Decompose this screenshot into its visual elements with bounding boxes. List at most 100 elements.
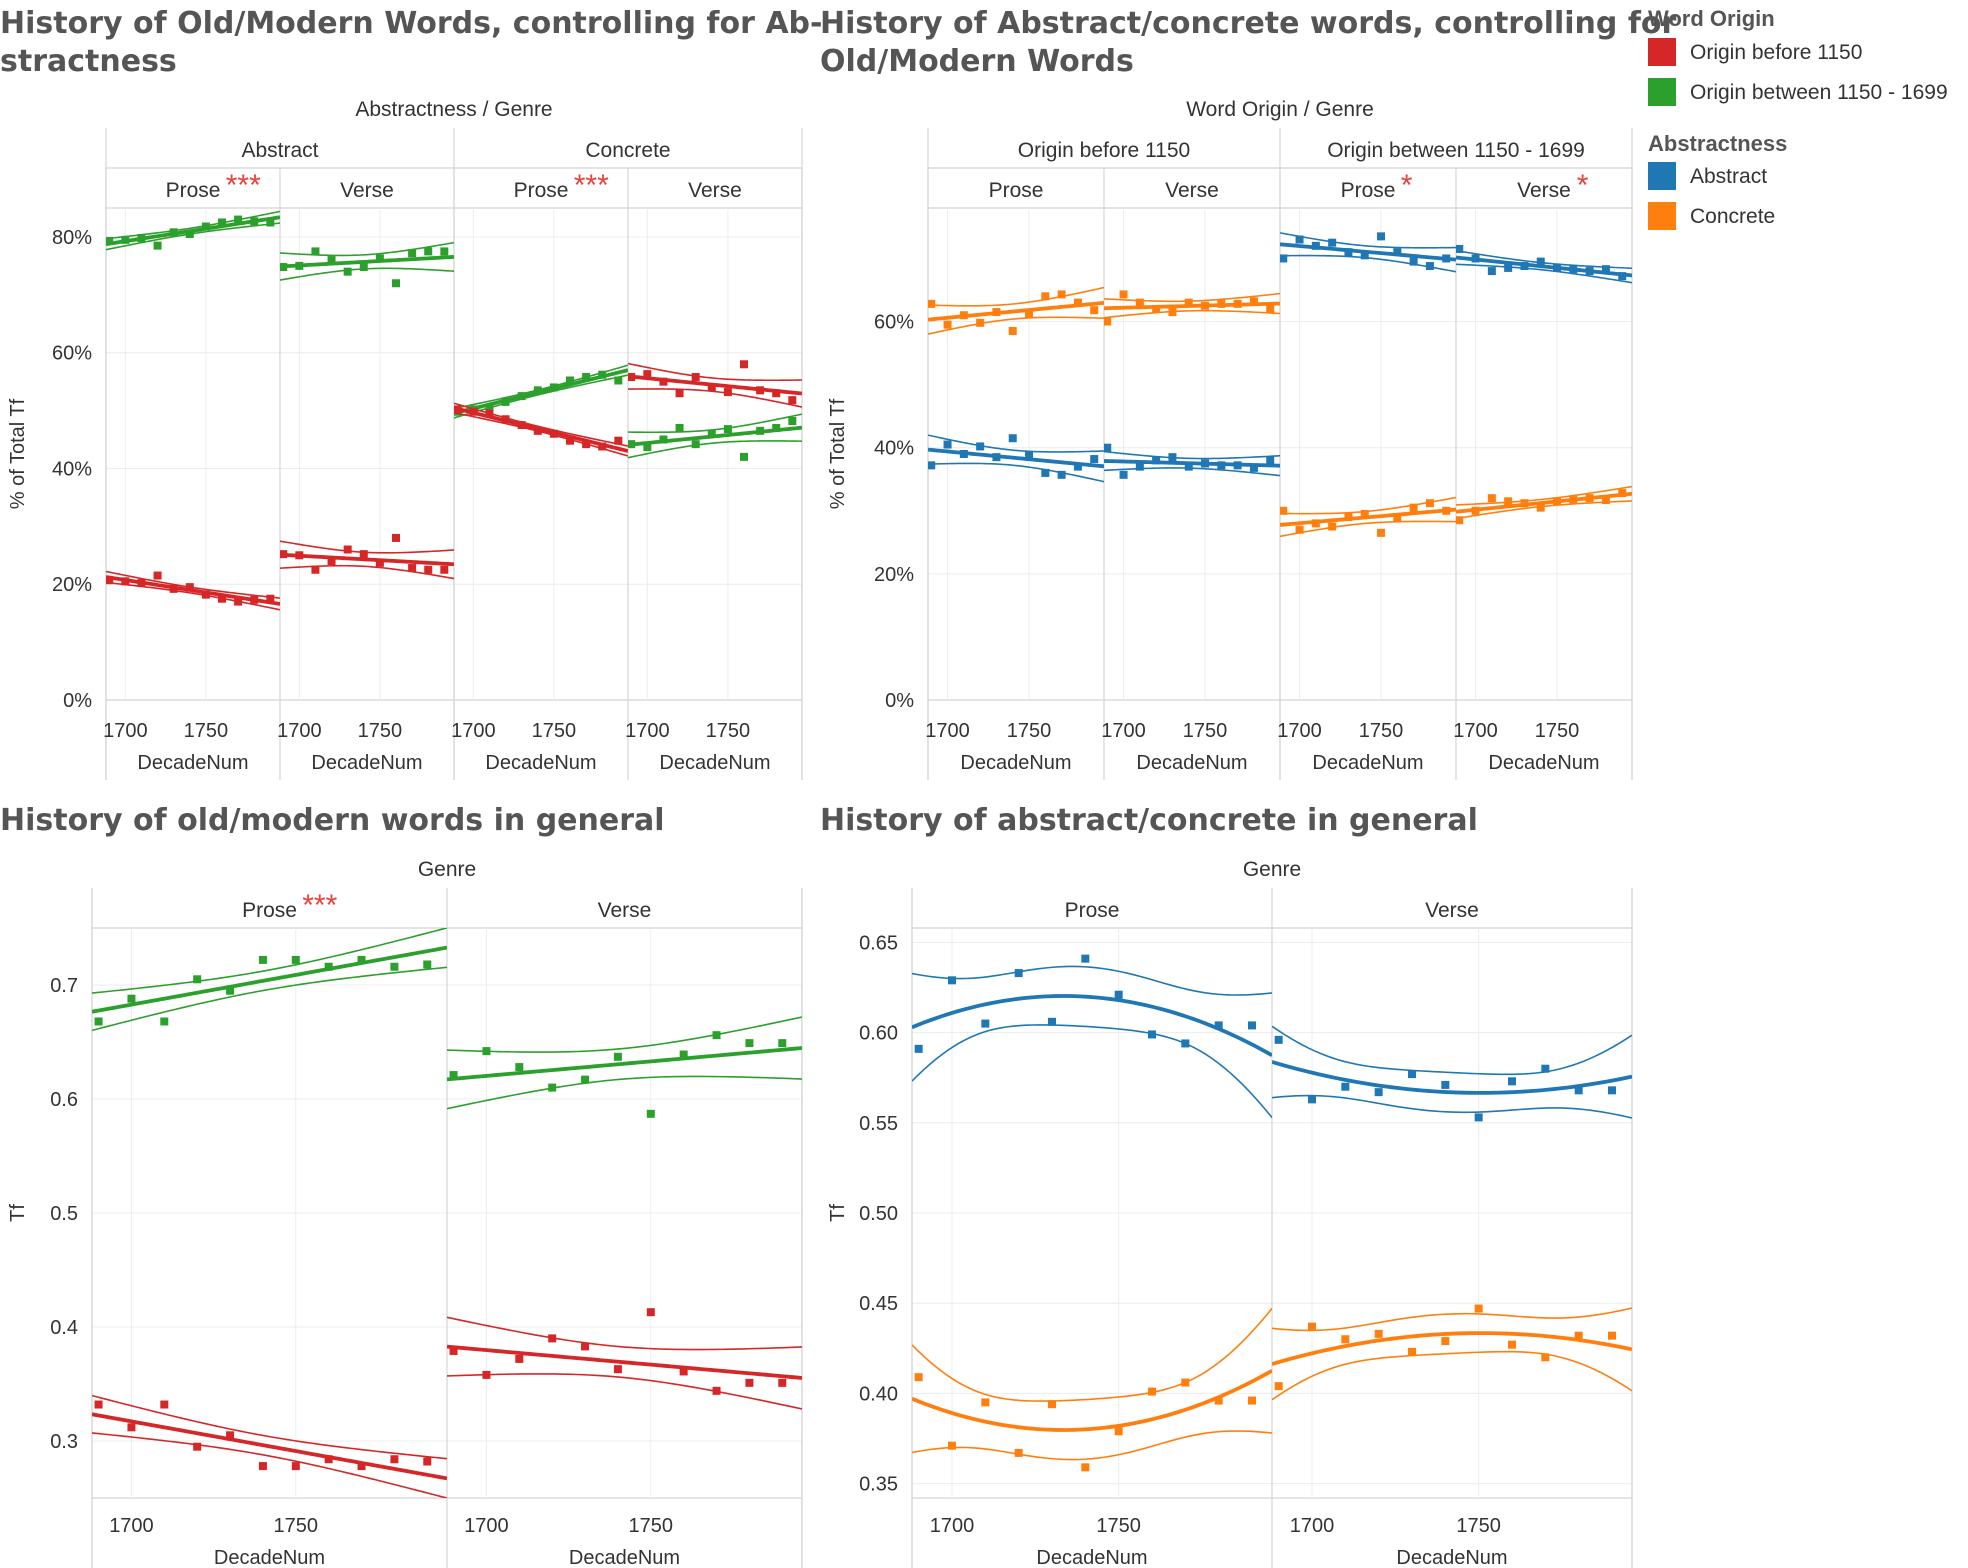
data-point (1025, 309, 1034, 318)
series (92, 1394, 447, 1498)
series (280, 241, 454, 288)
data-point (324, 1455, 333, 1464)
data-point (201, 222, 210, 231)
significance-stars: *** (574, 169, 609, 202)
confidence-band-lower (92, 1432, 447, 1498)
data-point (485, 409, 494, 418)
data-point (1266, 456, 1275, 465)
data-point (1471, 254, 1480, 263)
data-point (1119, 470, 1128, 479)
legend-title-word-origin: Word Origin (1648, 6, 1775, 31)
data-point (1608, 1086, 1616, 1095)
data-point (1608, 1331, 1616, 1340)
data-point (1311, 241, 1320, 250)
confidence-band-upper (628, 413, 802, 434)
data-point (1344, 513, 1353, 522)
data-point (788, 417, 797, 426)
data-point (1008, 434, 1017, 443)
data-point (392, 279, 400, 288)
data-point (311, 565, 320, 574)
group-header: Origin before 1150 (1018, 139, 1190, 162)
trend-line (1272, 1060, 1632, 1095)
data-point (1569, 265, 1578, 274)
x-tick-label: 1750 (532, 720, 577, 742)
data-point (778, 1039, 787, 1048)
x-axis-title: DecadeNum (569, 1547, 680, 1568)
data-point (1135, 298, 1144, 307)
data-point (1081, 954, 1090, 963)
data-point (1441, 1080, 1450, 1089)
y-tick-label: 0.45 (859, 1293, 898, 1315)
data-point (740, 452, 748, 461)
data-point (707, 383, 716, 392)
data-point (959, 450, 968, 458)
data-point (1104, 443, 1112, 452)
data-point (424, 565, 433, 574)
data-point (1536, 257, 1545, 266)
x-axis-title: DecadeNum (1136, 752, 1247, 774)
legend-item-label: Origin before 1150 (1690, 41, 1862, 64)
data-point (440, 565, 449, 574)
data-point (1090, 455, 1099, 464)
data-point (1474, 1113, 1483, 1122)
data-point (517, 421, 526, 430)
data-point (408, 249, 417, 258)
data-point (1508, 1340, 1516, 1349)
data-point (94, 1017, 103, 1026)
series (1272, 1025, 1632, 1122)
data-point (598, 442, 607, 451)
column-header-title: Genre (418, 858, 476, 881)
data-point (137, 579, 146, 588)
confidence-band-upper (928, 286, 1104, 307)
data-point (1057, 470, 1066, 479)
data-point (943, 440, 952, 449)
data-point (137, 234, 146, 243)
data-point (327, 557, 336, 566)
data-point (1585, 494, 1594, 503)
data-point (788, 396, 797, 405)
data-point (185, 230, 194, 239)
confidence-band-upper (106, 210, 280, 240)
data-point (772, 389, 781, 398)
data-point (581, 1342, 590, 1351)
data-point (94, 1400, 103, 1409)
data-point (440, 247, 449, 256)
series (628, 413, 802, 461)
data-point (1541, 1064, 1550, 1073)
genre-header: Verse (1517, 179, 1571, 202)
data-point (1520, 499, 1529, 508)
confidence-band-upper (447, 1316, 802, 1351)
x-tick-label: 1750 (1456, 1515, 1501, 1537)
legend: Word Origin Origin before 1150 Origin betw… (1648, 6, 1948, 230)
data-point (1181, 1039, 1190, 1048)
confidence-band-lower (1280, 520, 1456, 538)
significance-stars: * (1577, 169, 1589, 202)
data-point (449, 1071, 458, 1080)
y-axis-title: % of Total Tf (827, 398, 849, 509)
data-point (1184, 462, 1193, 471)
data-point (311, 247, 320, 256)
data-point (1041, 468, 1050, 477)
data-point (160, 1017, 169, 1026)
data-point (598, 370, 607, 379)
data-point (1181, 1378, 1190, 1387)
panel-verse: Verse 1700 1750 DecadeNum (625, 168, 803, 780)
data-point (1090, 306, 1099, 315)
data-point (1014, 969, 1023, 978)
data-point (1201, 459, 1210, 468)
data-point (723, 388, 732, 397)
data-point (675, 423, 684, 432)
series (447, 1016, 802, 1118)
x-axis-title: DecadeNum (311, 752, 422, 774)
legend-item-label: Abstract (1690, 165, 1767, 188)
data-point (1295, 525, 1304, 534)
data-point (948, 976, 956, 985)
data-point (324, 962, 333, 971)
data-point (515, 1063, 524, 1072)
trend-line (280, 255, 454, 269)
data-point (295, 261, 304, 270)
confidence-band-upper (1456, 485, 1632, 506)
data-point (1152, 456, 1161, 465)
data-point (548, 1334, 557, 1343)
data-point (533, 386, 542, 395)
